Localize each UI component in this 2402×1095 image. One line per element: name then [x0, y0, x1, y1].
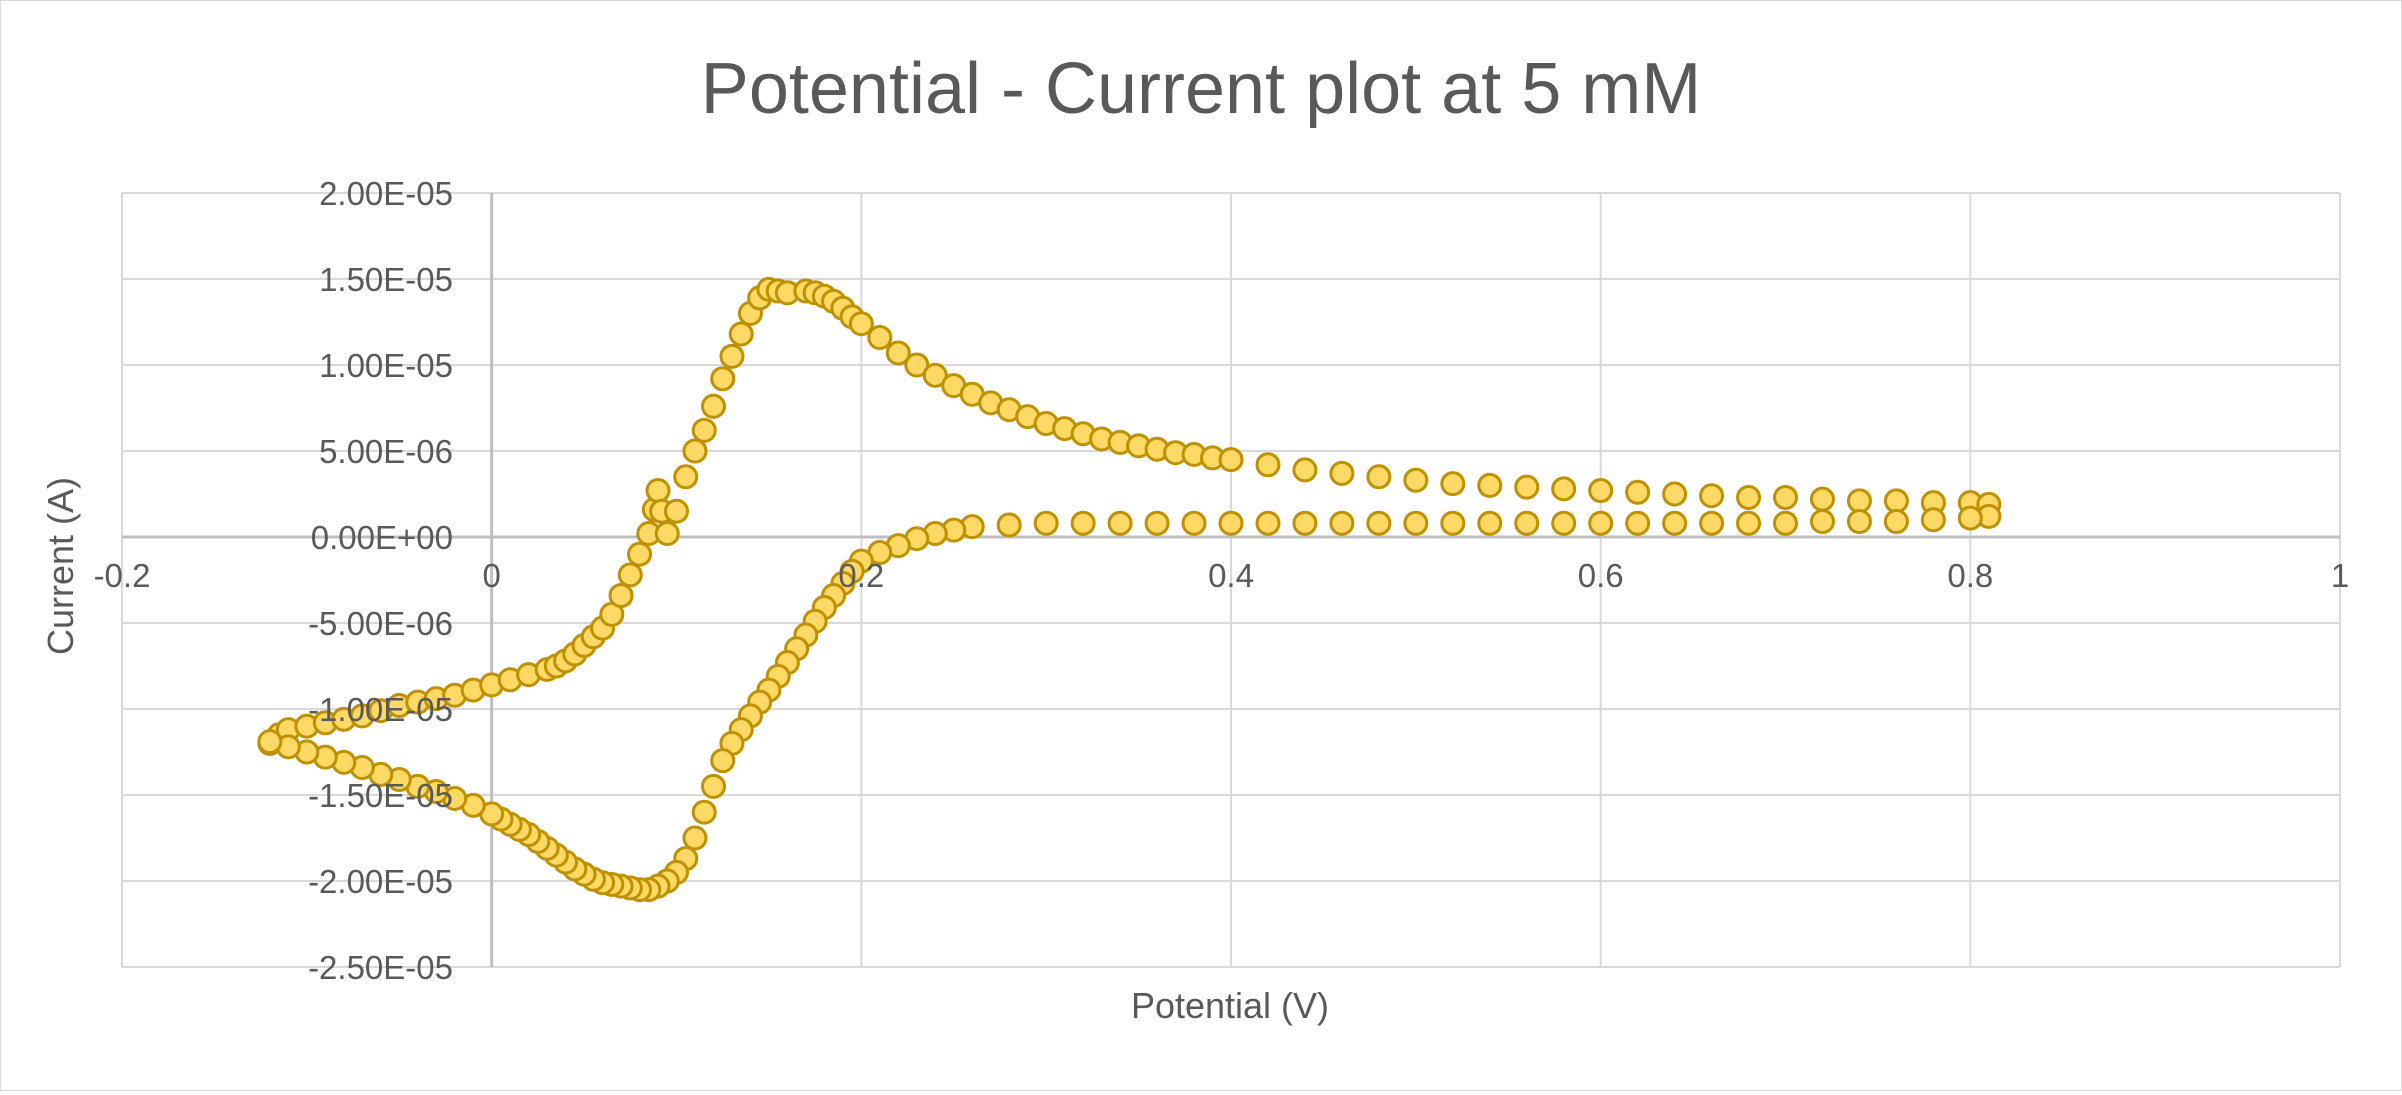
- y-tick-label: 0.00E+00: [311, 519, 453, 556]
- data-point: [608, 582, 634, 608]
- data-point: [1662, 510, 1688, 536]
- y-tick-label: 1.50E-05: [319, 261, 453, 298]
- data-point: [885, 340, 911, 366]
- data-point: [682, 825, 708, 851]
- data-point: [1551, 476, 1577, 502]
- data-point: [627, 541, 653, 567]
- data-point: [1625, 510, 1651, 536]
- y-tick-label: 1.00E-05: [319, 347, 453, 384]
- data-point: [617, 562, 643, 588]
- x-axis-title: Potential (V): [1131, 985, 1329, 1026]
- data-point: [1699, 483, 1725, 509]
- data-point: [710, 748, 736, 774]
- x-tick-label: 0.4: [1208, 557, 1254, 594]
- data-point: [1218, 447, 1244, 473]
- data-point: [867, 324, 893, 350]
- data-point: [848, 311, 874, 337]
- data-point: [691, 417, 717, 443]
- data-point: [1809, 486, 1835, 512]
- data-point: [1107, 510, 1133, 536]
- data-point: [1144, 510, 1170, 536]
- tick-labels: 2.00E-05 1.50E-05 1.00E-05 5.00E-06 0.00E+00…: [94, 175, 2350, 986]
- data-point: [1883, 488, 1909, 514]
- data-point: [1440, 471, 1466, 497]
- data-point: [691, 799, 717, 825]
- data-point: [1588, 478, 1614, 504]
- y-tick-label: -2.00E-05: [308, 863, 453, 900]
- data-point: [673, 464, 699, 490]
- data-point: [1699, 510, 1725, 536]
- data-point: [700, 773, 726, 799]
- data-point: [1625, 479, 1651, 505]
- data-point: [1883, 509, 1909, 535]
- data-point: [664, 498, 689, 524]
- data-point: [710, 366, 736, 392]
- data-point: [1736, 484, 1762, 510]
- data-point: [1514, 474, 1540, 500]
- data-point: [1181, 510, 1207, 536]
- data-point: [1255, 510, 1281, 536]
- data-point: [1920, 507, 1946, 533]
- data-point: [682, 438, 708, 464]
- data-point: [1403, 467, 1429, 493]
- y-tick-label: 2.00E-05: [319, 175, 453, 212]
- data-point: [1477, 510, 1503, 536]
- y-axis-title: Current (A): [40, 477, 81, 655]
- data-point: [922, 362, 948, 388]
- data-point: [1329, 460, 1355, 486]
- data-point: [1662, 481, 1688, 507]
- data-point: [1255, 452, 1281, 478]
- x-tick-label: 0.2: [838, 557, 884, 594]
- data-point: [1773, 484, 1798, 510]
- data-point: [1292, 510, 1318, 536]
- y-tick-label: -5.00E-06: [308, 605, 453, 642]
- data-point: [1957, 505, 1983, 531]
- data-point: [1403, 510, 1429, 536]
- data-point: [1070, 510, 1096, 536]
- x-tick-label: 0.6: [1578, 557, 1624, 594]
- chart-title: Potential - Current plot at 5 mM: [701, 49, 1701, 129]
- data-point: [1440, 510, 1466, 536]
- data-points: [257, 276, 2002, 903]
- y-tick-label: 5.00E-06: [319, 433, 453, 470]
- data-point: [1477, 472, 1503, 498]
- data-point: [645, 478, 671, 504]
- data-point: [1773, 510, 1798, 536]
- axes: [122, 193, 2340, 967]
- data-point: [1809, 509, 1835, 535]
- data-point: [719, 343, 745, 369]
- x-tick-label: -0.2: [94, 557, 151, 594]
- data-point: [1218, 510, 1244, 536]
- x-tick-label: 1: [2331, 557, 2349, 594]
- data-point: [1292, 457, 1318, 483]
- data-point: [1033, 510, 1059, 536]
- data-point: [904, 352, 930, 378]
- y-tick-label: -1.00E-05: [308, 691, 453, 728]
- data-point: [257, 729, 283, 755]
- data-point: [728, 321, 754, 347]
- data-point: [654, 521, 680, 547]
- data-point: [996, 512, 1022, 538]
- data-point: [1551, 510, 1577, 536]
- data-point: [1736, 510, 1762, 536]
- data-point: [1514, 510, 1540, 536]
- x-tick-label: 0.8: [1947, 557, 1993, 594]
- data-point: [1366, 510, 1392, 536]
- data-point: [700, 393, 726, 419]
- x-tick-label: 0: [482, 557, 500, 594]
- data-point: [1846, 509, 1872, 535]
- data-point: [1846, 488, 1872, 514]
- data-point: [1366, 464, 1392, 490]
- data-point: [1329, 510, 1355, 536]
- y-tick-label: -1.50E-05: [308, 777, 453, 814]
- data-point: [1588, 510, 1614, 536]
- y-tick-label: -2.50E-05: [308, 949, 453, 986]
